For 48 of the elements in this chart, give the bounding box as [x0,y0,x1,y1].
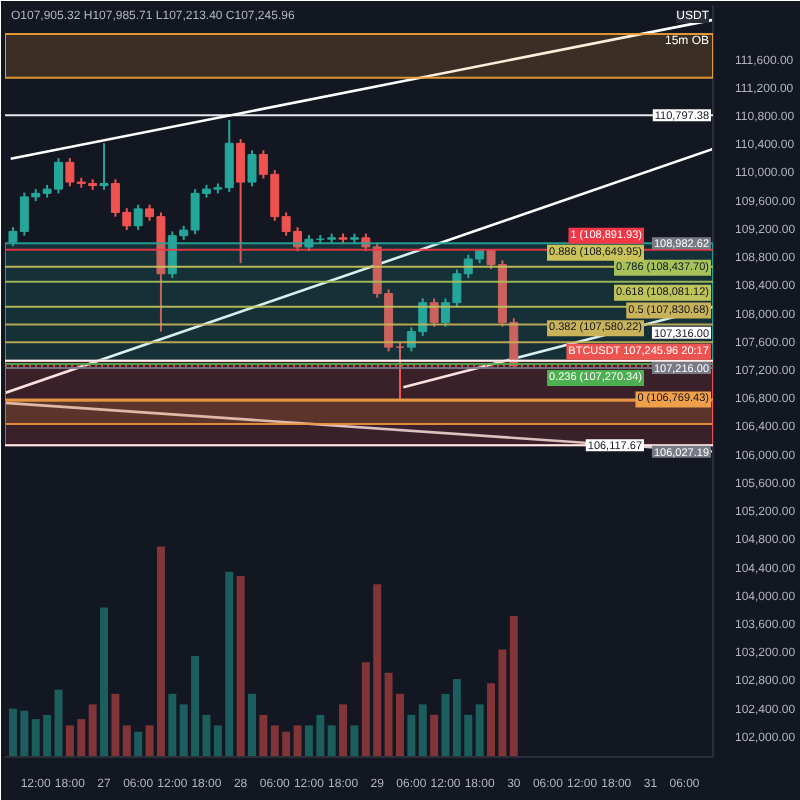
bar [145,725,154,757]
candlestick [99,142,109,191]
bar [179,704,188,757]
bar [509,615,518,757]
bar [77,719,86,757]
bar [498,649,507,757]
bar [293,725,302,757]
bar [350,725,359,757]
bar [487,683,496,757]
bar [100,607,109,757]
bar [248,693,256,757]
candlestick [247,149,257,188]
bar [31,719,40,757]
bar [418,704,427,757]
bar [475,704,484,757]
bar [20,710,29,757]
bar [282,731,291,757]
bar [122,725,131,757]
bar [304,725,313,757]
bar [361,662,370,757]
bar [259,714,268,757]
bar [88,704,97,757]
bar [191,655,200,757]
bar [236,575,245,757]
bar [168,693,177,757]
bar [395,693,404,757]
bar [430,714,439,757]
bar [8,708,17,757]
bar [316,714,325,757]
bar [327,725,336,757]
bar [452,679,461,757]
bar [384,672,393,757]
bar [464,714,473,757]
bar [65,725,74,757]
candlestick [429,297,439,328]
bar [156,546,165,757]
bar [43,714,52,757]
bar [270,725,279,757]
bar [111,693,120,757]
bar [339,704,348,757]
bar [407,714,416,757]
bar [202,714,211,757]
candlestick [133,203,143,232]
bar [373,584,382,757]
bar [225,571,234,757]
bar [213,725,222,757]
bar [134,731,143,757]
candlestick [236,138,246,265]
